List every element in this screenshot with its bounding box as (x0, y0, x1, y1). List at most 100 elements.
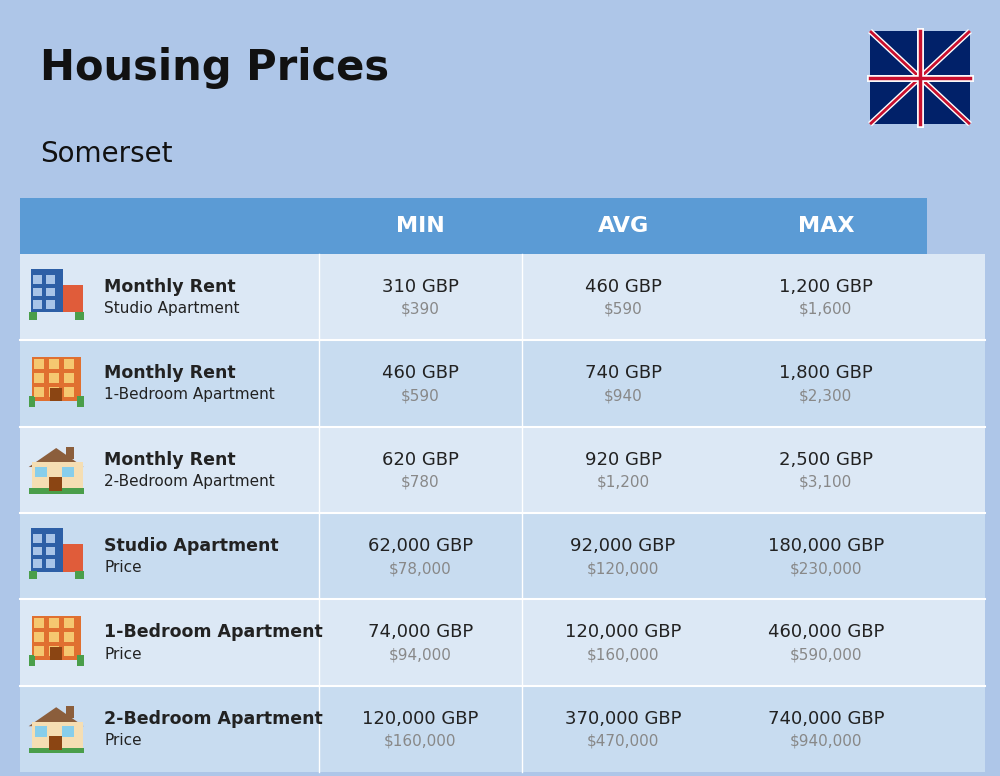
Bar (49, 373, 59, 383)
Text: $94,000: $94,000 (389, 647, 452, 663)
Text: $160,000: $160,000 (384, 734, 457, 749)
Text: 740 GBP: 740 GBP (585, 364, 662, 383)
Text: 460,000 GBP: 460,000 GBP (768, 623, 884, 642)
Bar (64, 618, 74, 628)
Bar (522, 198, 724, 254)
Bar (20, 427, 985, 513)
Bar (77, 396, 84, 407)
Text: $160,000: $160,000 (587, 647, 659, 663)
Bar (66, 447, 74, 459)
Text: Studio Apartment: Studio Apartment (104, 537, 279, 555)
Text: Monthly Rent: Monthly Rent (104, 364, 236, 383)
Text: $120,000: $120,000 (587, 561, 659, 576)
Text: MAX: MAX (798, 216, 854, 236)
Bar (49, 359, 59, 369)
Text: Price: Price (104, 646, 142, 662)
Bar (49, 618, 59, 628)
Bar (34, 632, 44, 642)
Bar (32, 462, 83, 490)
Text: $940: $940 (604, 388, 642, 404)
Text: 1,800 GBP: 1,800 GBP (779, 364, 873, 383)
Bar (63, 545, 83, 572)
Bar (20, 513, 985, 599)
Bar (62, 466, 74, 477)
Text: Monthly Rent: Monthly Rent (104, 451, 236, 469)
Bar (724, 198, 927, 254)
Bar (34, 373, 44, 383)
Bar (62, 726, 74, 736)
Bar (49, 646, 59, 656)
Text: MIN: MIN (396, 216, 445, 236)
Bar (64, 359, 74, 369)
Text: 1-Bedroom Apartment: 1-Bedroom Apartment (104, 623, 323, 642)
Bar (33, 535, 42, 543)
Bar (46, 288, 55, 296)
Bar (64, 387, 74, 397)
Bar (33, 300, 42, 309)
Bar (29, 312, 37, 320)
Text: Price: Price (104, 733, 142, 748)
Bar (33, 275, 42, 284)
Bar (20, 340, 985, 427)
Bar (870, 31, 970, 124)
Bar (63, 286, 83, 313)
Text: Price: Price (104, 560, 142, 575)
Bar (46, 300, 55, 309)
Bar (32, 357, 81, 401)
Text: 74,000 GBP: 74,000 GBP (368, 623, 473, 642)
Bar (77, 655, 84, 666)
Text: 2-Bedroom Apartment: 2-Bedroom Apartment (104, 710, 323, 728)
Bar (50, 388, 62, 401)
Bar (64, 373, 74, 383)
Bar (50, 646, 62, 660)
Bar (49, 632, 59, 642)
Text: 1-Bedroom Apartment: 1-Bedroom Apartment (104, 387, 275, 403)
Text: 460 GBP: 460 GBP (585, 278, 662, 296)
Bar (29, 655, 35, 666)
Text: $2,300: $2,300 (799, 388, 852, 404)
Bar (33, 288, 42, 296)
Text: $1,200: $1,200 (597, 475, 650, 490)
Bar (35, 466, 47, 477)
Text: 310 GBP: 310 GBP (382, 278, 459, 296)
Text: 2,500 GBP: 2,500 GBP (779, 451, 873, 469)
Bar (20, 686, 985, 772)
Bar (33, 559, 42, 568)
Bar (319, 198, 522, 254)
Bar (32, 722, 83, 750)
Bar (49, 387, 59, 397)
Text: 920 GBP: 920 GBP (585, 451, 662, 469)
Polygon shape (29, 707, 84, 726)
Text: Somerset: Somerset (40, 140, 173, 168)
Text: $230,000: $230,000 (790, 561, 862, 576)
Bar (64, 646, 74, 656)
Bar (64, 632, 74, 642)
Bar (20, 142, 985, 772)
Text: 370,000 GBP: 370,000 GBP (565, 710, 681, 728)
Text: 92,000 GBP: 92,000 GBP (570, 537, 676, 555)
Text: Housing Prices: Housing Prices (40, 47, 389, 88)
Bar (75, 571, 84, 580)
Bar (34, 618, 44, 628)
Text: 120,000 GBP: 120,000 GBP (362, 710, 479, 728)
Bar (20, 599, 985, 686)
Bar (35, 726, 47, 736)
Text: 620 GBP: 620 GBP (382, 451, 459, 469)
Text: $940,000: $940,000 (790, 734, 862, 749)
Text: $590: $590 (401, 388, 440, 404)
Text: $590: $590 (604, 302, 642, 317)
Text: Studio Apartment: Studio Apartment (104, 301, 240, 316)
Bar (20, 254, 985, 340)
Bar (75, 312, 84, 320)
Bar (46, 535, 55, 543)
Text: 2-Bedroom Apartment: 2-Bedroom Apartment (104, 474, 275, 489)
Bar (29, 396, 35, 407)
Text: Monthly Rent: Monthly Rent (104, 278, 236, 296)
Bar (46, 275, 55, 284)
Text: $3,100: $3,100 (799, 475, 852, 490)
Text: $390: $390 (401, 302, 440, 317)
Text: 460 GBP: 460 GBP (382, 364, 459, 383)
Bar (34, 359, 44, 369)
Text: $78,000: $78,000 (389, 561, 452, 576)
Bar (33, 547, 42, 556)
